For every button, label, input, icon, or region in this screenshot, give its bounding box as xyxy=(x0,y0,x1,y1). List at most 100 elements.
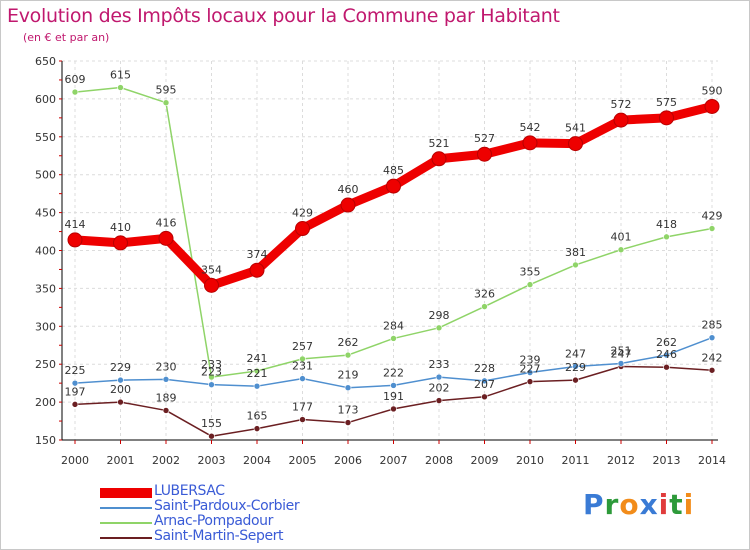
y-tick-label: 500 xyxy=(35,169,56,182)
x-tick-label: 2007 xyxy=(380,454,408,467)
y-tick-label: 200 xyxy=(35,396,56,409)
data-label-saint-martin-sepert: 202 xyxy=(429,382,450,395)
data-label-saint-pardoux-corbier: 233 xyxy=(429,358,450,371)
data-label-saint-martin-sepert: 191 xyxy=(383,390,404,403)
data-label-arnac-pompadour: 241 xyxy=(247,352,268,365)
data-label-saint-martin-sepert: 165 xyxy=(247,410,268,423)
x-tick-label: 2001 xyxy=(107,454,135,467)
y-tick-label: 550 xyxy=(35,131,56,144)
data-label-saint-pardoux-corbier: 225 xyxy=(65,364,86,377)
data-point-arnac-pompadour xyxy=(435,324,443,332)
data-point-lubersac xyxy=(340,197,356,213)
data-point-arnac-pompadour xyxy=(344,351,352,359)
data-label-saint-pardoux-corbier: 229 xyxy=(110,361,131,374)
data-label-lubersac: 521 xyxy=(429,137,450,150)
data-point-saint-martin-sepert xyxy=(117,398,124,406)
data-label-arnac-pompadour: 257 xyxy=(292,340,313,353)
data-label-saint-pardoux-corbier: 221 xyxy=(247,367,268,380)
data-point-saint-pardoux-corbier xyxy=(71,379,79,387)
data-label-arnac-pompadour: 298 xyxy=(429,309,450,322)
data-point-saint-pardoux-corbier xyxy=(253,382,261,390)
data-point-arnac-pompadour xyxy=(481,303,488,310)
data-label-saint-martin-sepert: 242 xyxy=(702,351,723,364)
x-tick-label: 2003 xyxy=(198,454,226,467)
data-point-lubersac xyxy=(659,110,674,126)
data-point-lubersac xyxy=(249,262,265,278)
data-point-lubersac xyxy=(568,136,583,152)
data-point-arnac-pompadour xyxy=(572,261,579,269)
data-label-saint-martin-sepert: 197 xyxy=(65,385,86,398)
data-point-arnac-pompadour xyxy=(617,246,625,254)
data-label-lubersac: 354 xyxy=(201,263,222,276)
data-label-saint-martin-sepert: 200 xyxy=(110,383,131,396)
data-label-arnac-pompadour: 595 xyxy=(156,84,177,97)
proxiti-logo: Proxiti xyxy=(583,488,694,521)
data-label-lubersac: 527 xyxy=(474,132,495,145)
data-point-lubersac xyxy=(386,178,401,194)
x-tick-label: 2009 xyxy=(471,454,499,467)
x-tick-label: 2014 xyxy=(698,454,726,467)
x-tick-label: 2000 xyxy=(61,454,89,467)
data-label-lubersac: 429 xyxy=(292,207,313,220)
data-label-arnac-pompadour: 381 xyxy=(565,246,586,259)
data-point-arnac-pompadour xyxy=(299,355,306,363)
data-point-saint-martin-sepert xyxy=(663,363,670,371)
data-label-lubersac: 374 xyxy=(247,248,268,261)
y-tick-label: 300 xyxy=(35,320,56,333)
data-label-arnac-pompadour: 326 xyxy=(474,288,495,301)
data-point-saint-pardoux-corbier xyxy=(390,382,397,389)
data-label-arnac-pompadour: 401 xyxy=(611,231,632,244)
data-label-saint-martin-sepert: 155 xyxy=(201,417,222,430)
data-label-arnac-pompadour: 615 xyxy=(110,69,131,82)
x-tick-label: 2004 xyxy=(243,454,271,467)
data-label-saint-pardoux-corbier: 262 xyxy=(656,336,677,349)
data-point-saint-martin-sepert xyxy=(253,425,261,432)
data-label-saint-martin-sepert: 189 xyxy=(156,391,177,404)
data-label-arnac-pompadour: 233 xyxy=(201,358,222,371)
logo-letter: r xyxy=(604,488,620,521)
data-label-lubersac: 416 xyxy=(156,216,177,229)
data-point-saint-pardoux-corbier xyxy=(208,381,215,388)
data-point-arnac-pompadour xyxy=(526,281,534,288)
data-point-saint-martin-sepert xyxy=(481,393,488,401)
data-label-arnac-pompadour: 355 xyxy=(520,266,541,279)
data-point-lubersac xyxy=(204,277,219,293)
legend-swatch-saint-martin-sepert xyxy=(100,537,152,539)
data-label-saint-pardoux-corbier: 230 xyxy=(156,360,177,373)
data-point-lubersac xyxy=(158,230,174,246)
data-label-saint-pardoux-corbier: 285 xyxy=(702,319,723,332)
data-label-arnac-pompadour: 418 xyxy=(656,218,677,231)
data-label-saint-pardoux-corbier: 228 xyxy=(474,362,495,375)
x-tick-label: 2008 xyxy=(425,454,453,467)
chart-title: Evolution des Impôts locaux pour la Comm… xyxy=(7,5,560,27)
x-tick-label: 2010 xyxy=(516,454,544,467)
data-point-saint-martin-sepert xyxy=(435,397,443,404)
data-label-saint-pardoux-corbier: 223 xyxy=(201,366,222,379)
data-point-lubersac xyxy=(431,151,447,167)
data-point-saint-martin-sepert xyxy=(344,419,352,426)
data-point-saint-pardoux-corbier xyxy=(344,384,352,391)
data-point-saint-pardoux-corbier xyxy=(526,369,534,376)
data-point-arnac-pompadour xyxy=(208,373,215,381)
data-label-saint-martin-sepert: 229 xyxy=(565,361,586,374)
y-tick-label: 650 xyxy=(35,55,56,68)
logo-letter: i xyxy=(658,488,670,521)
data-point-arnac-pompadour xyxy=(253,367,261,375)
data-point-saint-pardoux-corbier xyxy=(708,334,716,341)
data-point-arnac-pompadour xyxy=(117,84,124,91)
data-point-arnac-pompadour xyxy=(663,233,670,241)
logo-letter: P xyxy=(583,488,605,521)
data-point-saint-pardoux-corbier xyxy=(435,373,443,381)
data-label-arnac-pompadour: 284 xyxy=(383,319,404,332)
data-label-saint-martin-sepert: 207 xyxy=(474,378,495,391)
data-label-lubersac: 410 xyxy=(110,221,131,234)
x-tick-label: 2013 xyxy=(653,454,681,467)
data-label-saint-martin-sepert: 177 xyxy=(292,401,313,414)
data-label-saint-pardoux-corbier: 231 xyxy=(292,360,313,373)
data-label-saint-martin-sepert: 246 xyxy=(656,348,677,361)
data-point-lubersac xyxy=(704,98,720,114)
data-point-saint-martin-sepert xyxy=(71,401,79,408)
data-label-lubersac: 541 xyxy=(565,122,586,135)
x-tick-label: 2002 xyxy=(152,454,180,467)
data-label-lubersac: 485 xyxy=(383,164,404,177)
